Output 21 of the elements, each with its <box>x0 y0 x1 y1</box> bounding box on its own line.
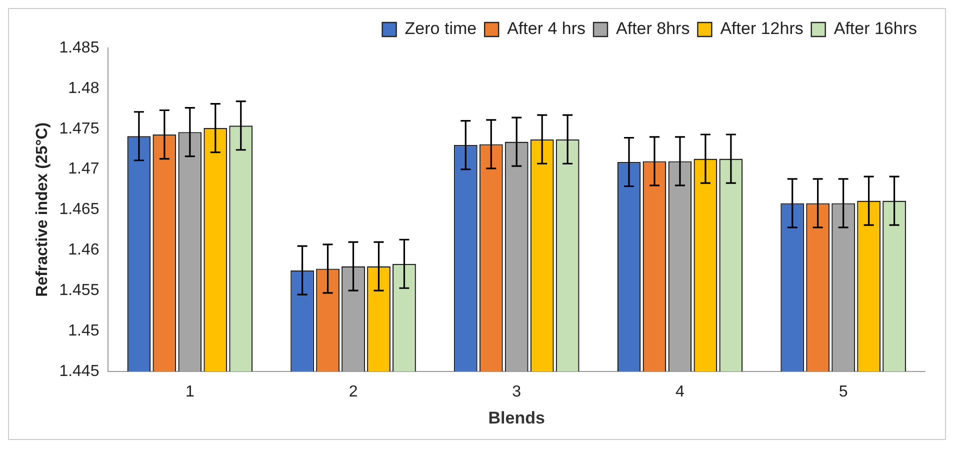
y-tick-label: 1.485 <box>59 39 100 56</box>
y-tick-label: 1.45 <box>68 322 100 340</box>
y-tick-label: 1.465 <box>59 201 100 218</box>
x-tick-label: 3 <box>512 383 522 400</box>
legend-label: After 8hrs <box>616 19 690 38</box>
y-tick-label: 1.47 <box>68 160 100 178</box>
legend-label: After 12hrs <box>720 19 804 38</box>
legend-label: Zero time <box>404 19 477 38</box>
legend-label: After 16hrs <box>834 19 918 38</box>
y-tick-label: 1.48 <box>68 80 100 97</box>
y-tick-label: 1.455 <box>59 282 100 299</box>
y-tick-label: 1.445 <box>59 362 100 380</box>
legend-label: After 4 hrs <box>507 19 586 38</box>
x-tick-label: 5 <box>838 383 848 400</box>
x-tick-label: 2 <box>348 383 358 400</box>
x-tick-label: 4 <box>676 383 685 400</box>
y-tick-label: 1.475 <box>59 120 100 138</box>
y-tick-label: 1.46 <box>68 242 100 259</box>
y-axis-title: Refractive index (25°C) <box>34 122 52 297</box>
x-axis-title: Blends <box>488 408 545 428</box>
x-tick-label: 1 <box>185 383 194 400</box>
